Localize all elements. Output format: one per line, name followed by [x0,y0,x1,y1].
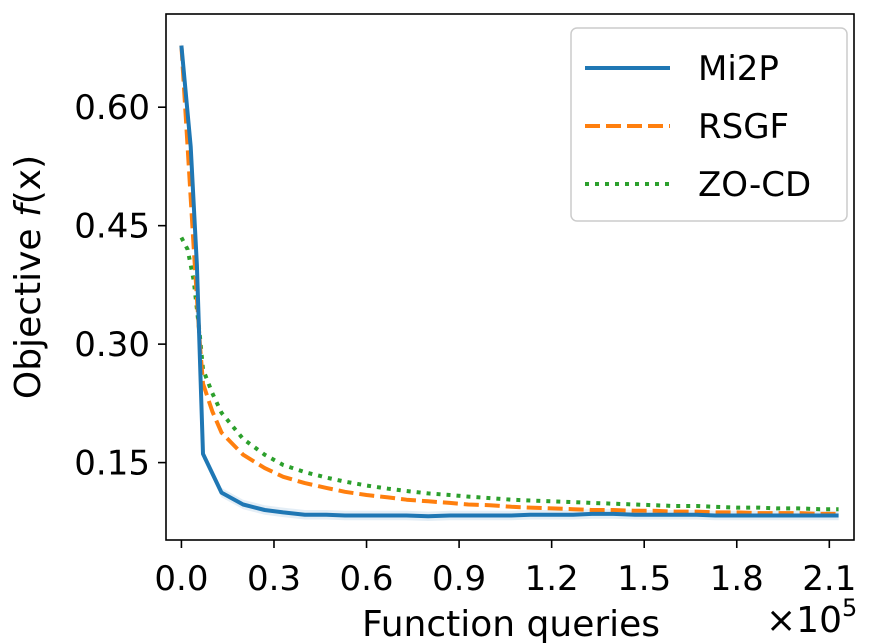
x-tick-label: 1.2 [525,559,579,599]
x-multiplier-exponent: 5 [842,594,857,622]
legend-box [570,27,848,222]
x-tick-label: 0.9 [432,559,486,599]
series-line-mi2p [179,45,839,519]
x-axis-label: Function queries [362,604,660,643]
y-tick-label: 0.30 [74,325,150,365]
y-axis-label-prefix: Objective [8,217,49,399]
series-line-rsgf [179,45,839,516]
series-layer [179,45,839,519]
plot-frame [165,13,855,541]
x-tick-label: 0.0 [154,559,208,599]
y-tick-label: 0.15 [74,444,150,484]
x-tick-label: 0.6 [339,559,393,599]
legend-label-zo-cd: ZO-CD [698,165,811,205]
y-axis: 0.15 0.30 0.45 0.60 [74,88,166,484]
legend: Mi2P RSGF ZO-CD [570,27,848,222]
y-axis-label: Objective f(x) [8,155,49,399]
x-tick-label: 1.8 [710,559,764,599]
legend-label-mi2p: Mi2P [698,49,779,89]
x-axis-multiplier: ×105 [766,594,857,641]
y-tick-label: 0.60 [74,88,150,128]
x-tick-label: 2.1 [802,559,856,599]
y-axis-label-arg: (x) [8,155,49,204]
x-multiplier-base: ×10 [766,600,842,641]
legend-label-rsgf: RSGF [698,107,789,147]
y-tick-label: 0.45 [74,207,150,247]
series-line-zo-cd [179,236,839,512]
x-tick-label: 0.3 [247,559,301,599]
x-tick-label: 1.5 [617,559,671,599]
x-axis: 0.0 0.3 0.6 0.9 1.2 1.5 1.8 2.1 [154,540,856,599]
